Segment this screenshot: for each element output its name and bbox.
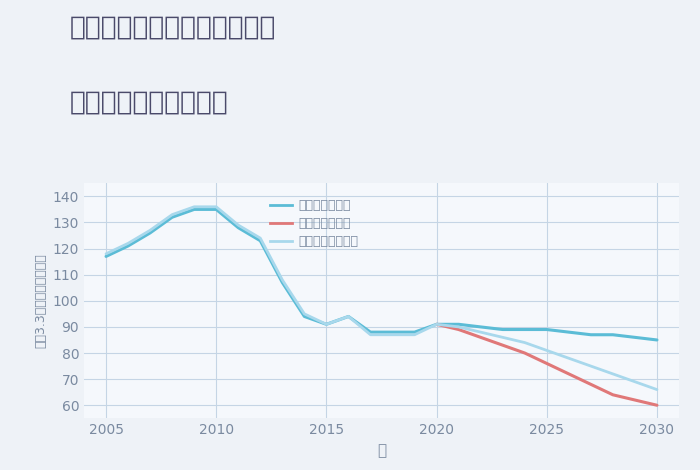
Line: グッドシナリオ: グッドシナリオ: [106, 210, 657, 340]
ノーマルシナリオ: [124, 241, 132, 246]
グッドシナリオ: [433, 321, 441, 327]
グッドシナリオ: [300, 313, 309, 319]
ノーマルシナリオ: [410, 332, 419, 337]
Legend: グッドシナリオ, バッドシナリオ, ノーマルシナリオ: グッドシナリオ, バッドシナリオ, ノーマルシナリオ: [265, 194, 363, 253]
ノーマルシナリオ: [389, 332, 397, 337]
グッドシナリオ: [565, 329, 573, 335]
グッドシナリオ: [498, 327, 507, 332]
グッドシナリオ: [631, 335, 639, 340]
ノーマルシナリオ: [344, 313, 353, 319]
Text: 兵庫県豊岡市出石町田結庄の: 兵庫県豊岡市出石町田結庄の: [70, 14, 276, 40]
ノーマルシナリオ: [565, 355, 573, 361]
グッドシナリオ: [190, 207, 198, 212]
グッドシナリオ: [212, 207, 220, 212]
ノーマルシナリオ: [212, 204, 220, 210]
ノーマルシナリオ: [168, 212, 176, 218]
グッドシナリオ: [168, 214, 176, 220]
グッドシナリオ: [322, 321, 330, 327]
ノーマルシナリオ: [366, 332, 375, 337]
ノーマルシナリオ: [190, 204, 198, 210]
ノーマルシナリオ: [498, 335, 507, 340]
グッドシナリオ: [234, 225, 242, 230]
グッドシナリオ: [609, 332, 617, 337]
バッドシナリオ: [454, 327, 463, 332]
ノーマルシナリオ: [477, 329, 485, 335]
バッドシナリオ: [631, 397, 639, 403]
ノーマルシナリオ: [653, 387, 662, 392]
バッドシナリオ: [609, 392, 617, 398]
グッドシナリオ: [124, 243, 132, 249]
バッドシナリオ: [565, 371, 573, 377]
グッドシナリオ: [542, 327, 551, 332]
Line: バッドシナリオ: バッドシナリオ: [437, 324, 657, 405]
ノーマルシナリオ: [322, 321, 330, 327]
X-axis label: 年: 年: [377, 443, 386, 458]
グッドシナリオ: [521, 327, 529, 332]
グッドシナリオ: [256, 238, 265, 243]
グッドシナリオ: [278, 280, 286, 285]
バッドシナリオ: [433, 321, 441, 327]
ノーマルシナリオ: [587, 363, 595, 369]
グッドシナリオ: [410, 329, 419, 335]
バッドシナリオ: [653, 402, 662, 408]
ノーマルシナリオ: [146, 227, 154, 233]
グッドシナリオ: [366, 329, 375, 335]
バッドシナリオ: [477, 335, 485, 340]
グッドシナリオ: [146, 230, 154, 236]
バッドシナリオ: [498, 342, 507, 348]
ノーマルシナリオ: [256, 235, 265, 241]
ノーマルシナリオ: [521, 340, 529, 345]
ノーマルシナリオ: [234, 222, 242, 228]
ノーマルシナリオ: [300, 311, 309, 317]
グッドシナリオ: [389, 329, 397, 335]
グッドシナリオ: [344, 313, 353, 319]
Line: ノーマルシナリオ: ノーマルシナリオ: [106, 207, 657, 390]
ノーマルシナリオ: [542, 348, 551, 353]
ノーマルシナリオ: [102, 251, 110, 257]
Y-axis label: 坪（3.3㎡）単価（万円）: 坪（3.3㎡）単価（万円）: [34, 253, 47, 348]
グッドシナリオ: [454, 321, 463, 327]
バッドシナリオ: [587, 382, 595, 387]
バッドシナリオ: [542, 360, 551, 366]
グッドシナリオ: [653, 337, 662, 343]
ノーマルシナリオ: [454, 324, 463, 330]
ノーマルシナリオ: [609, 371, 617, 377]
ノーマルシナリオ: [278, 277, 286, 283]
ノーマルシナリオ: [631, 379, 639, 384]
グッドシナリオ: [477, 324, 485, 330]
ノーマルシナリオ: [433, 321, 441, 327]
グッドシナリオ: [587, 332, 595, 337]
Text: 中古戸建ての価格推移: 中古戸建ての価格推移: [70, 89, 229, 115]
グッドシナリオ: [102, 254, 110, 259]
バッドシナリオ: [521, 350, 529, 356]
